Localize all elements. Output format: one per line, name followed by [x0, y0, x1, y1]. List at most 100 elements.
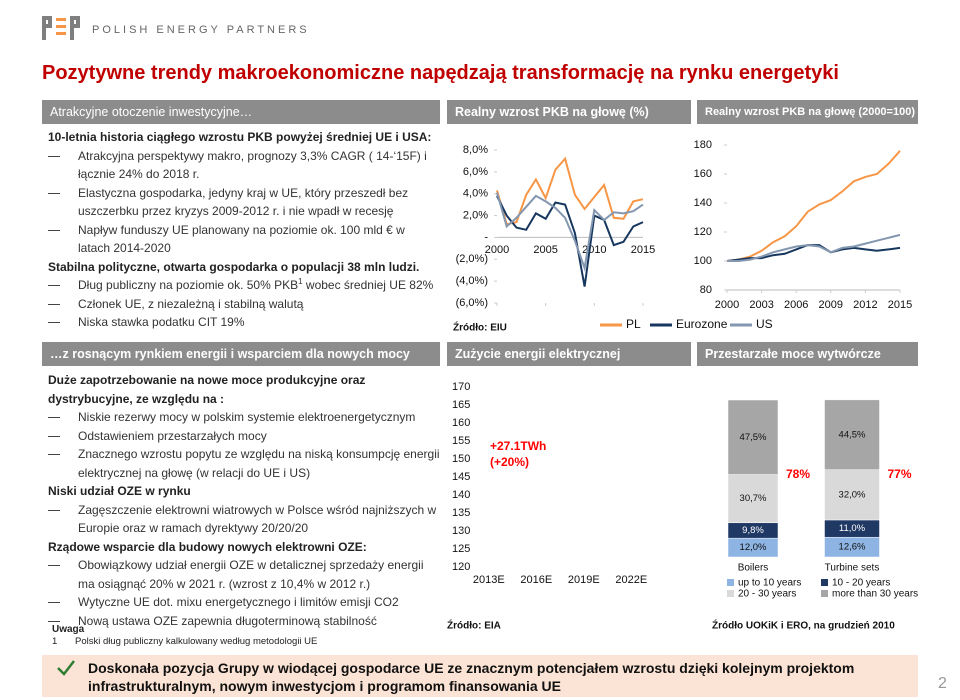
- y-tick-label: 155: [452, 435, 470, 447]
- y-tick-label: 120: [452, 561, 470, 573]
- list-item: Napływ funduszy UE planowany na poziomie…: [48, 221, 440, 258]
- list-item: Dług publiczny na poziomie ok. 50% PKB1 …: [48, 276, 440, 295]
- panel-text: Duże zapotrzebowanie na nowe moce produk…: [48, 371, 440, 630]
- panel-header: Atrakcyjne otoczenie inwestycyjne…: [42, 100, 440, 124]
- panel-text: 10-letnia historia ciągłego wzrostu PKB …: [48, 128, 440, 332]
- item-text: Atrakcyjna perspektywy makro, prognozy 3…: [78, 148, 427, 182]
- series-line: [496, 192, 644, 272]
- list-item: Atrakcyjna perspektywy makro, prognozy 3…: [48, 147, 440, 184]
- bar-segment: [727, 399, 779, 475]
- y-tick-label: (4,0%): [456, 275, 488, 287]
- value-label: 32,0%: [839, 489, 866, 500]
- y-tick-label: 4,0%: [463, 188, 488, 200]
- y-tick-label: 135: [452, 507, 470, 519]
- y-tick-label: 170: [452, 381, 470, 393]
- x-tick-label: 2009: [819, 299, 843, 311]
- y-tick-label: 140: [452, 489, 470, 501]
- list-item: 10-letnia historia ciągłego wzrostu PKB …: [48, 128, 440, 147]
- x-tick-label: 2016E: [520, 574, 552, 586]
- annotation: 77%: [887, 467, 911, 481]
- list-item: Zagęszczenie elektrowni wiatrowych w Pol…: [48, 501, 440, 538]
- footnote-ref: 1: [298, 277, 303, 286]
- legend-swatch: [821, 579, 828, 586]
- y-tick-label: 125: [452, 543, 470, 555]
- item-text: Niskie rezerwy mocy w polskim systemie e…: [78, 410, 416, 424]
- list-item: Członek UE, z niezależną i stabilną walu…: [48, 295, 440, 314]
- legend-swatch: [821, 590, 828, 597]
- x-tick-label: 2019E: [568, 574, 600, 586]
- banner: [42, 655, 918, 697]
- x-tick-label: 2012: [853, 299, 877, 311]
- item-text: Niska stawka podatku CIT 19%: [78, 315, 245, 329]
- list-item: Wytyczne UE dot. mixu energetycznego i l…: [48, 593, 440, 612]
- y-tick-label: 165: [452, 399, 470, 411]
- y-tick-label: -: [484, 231, 488, 243]
- y-tick-label: (2,0%): [456, 253, 488, 265]
- x-tick-label: Turbine sets: [825, 563, 880, 574]
- source: Źródło: EIA: [447, 619, 501, 632]
- legend-swatch: [727, 579, 734, 586]
- list-item: Rządowe wsparcie dla budowy nowych elekt…: [48, 538, 440, 557]
- y-tick-label: 150: [452, 453, 470, 465]
- y-tick-label: 8,0%: [463, 144, 488, 156]
- value-label: 44,5%: [839, 429, 866, 440]
- chart-title: Realny wzrost PKB na głowę (2000=100): [697, 100, 918, 124]
- list-item: Elastyczna gospodarka, jedyny kraj w UE,…: [48, 184, 440, 221]
- value-label: 11,0%: [839, 523, 866, 534]
- list-item: Odstawieniem przestarzałych mocy: [48, 427, 440, 446]
- item-text: Odstawieniem przestarzałych mocy: [78, 428, 267, 443]
- item-text: 10-letnia historia ciągłego wzrostu PKB …: [48, 130, 432, 144]
- y-tick-label: 180: [694, 139, 712, 151]
- chart-title: Realny wzrost PKB na głowę (%): [447, 100, 691, 124]
- annotation: (+20%): [490, 455, 529, 469]
- list-item: Obowiązkowy udział energii OZE w detalic…: [48, 556, 440, 593]
- item-text: Zagęszczenie elektrowni wiatrowych w Pol…: [78, 502, 437, 536]
- legend-label: Eurozone: [676, 317, 728, 331]
- legend-label: US: [756, 317, 773, 331]
- value-label: 12,0%: [740, 542, 767, 553]
- list-item: Nową ustawa OZE zapewnia długoterminową …: [48, 612, 440, 631]
- series-line: [496, 195, 644, 287]
- panel-header: …z rosnącym rynkiem energii i wsparciem …: [42, 342, 440, 366]
- note-title: Uwaga: [52, 624, 85, 635]
- y-tick-label: 160: [452, 417, 470, 429]
- item-text: Znacznego wzrostu popytu ze względu na n…: [78, 447, 440, 480]
- y-tick-label: 130: [452, 525, 470, 537]
- chart-title: Przestarzałe moce wytwórcze: [697, 342, 918, 366]
- chart-title: Zużycie energii elektrycznej: [447, 342, 691, 366]
- y-tick-label: 120: [694, 226, 712, 238]
- annotation: 78%: [786, 467, 810, 481]
- brand: POLISH ENERGY PARTNERS: [92, 24, 310, 36]
- series-line: [726, 150, 901, 262]
- item-text: Duże zapotrzebowanie na nowe moce produk…: [48, 373, 366, 406]
- item-text: Niski udział OZE w rynku: [48, 484, 191, 498]
- x-tick-label: 2003: [749, 299, 773, 311]
- x-tick-label: 2006: [784, 299, 808, 311]
- value-label: 12,6%: [839, 542, 866, 553]
- legend-label: more than 30 years: [832, 589, 918, 600]
- note-number: 1: [52, 636, 58, 647]
- x-tick-label: 2013E: [473, 574, 505, 586]
- x-tick-label: 2005: [533, 244, 557, 256]
- banner-text: Doskonała pozycja Grupy w wiodącej gospo…: [88, 660, 855, 694]
- x-tick-label: 2010: [582, 244, 606, 256]
- x-tick-label: 2015: [888, 299, 912, 311]
- y-tick-label: 140: [694, 197, 712, 209]
- list-item: Niska stawka podatku CIT 19%: [48, 313, 440, 332]
- item-text: Napływ funduszy UE planowany na poziomie…: [78, 222, 405, 256]
- x-tick-label: 2000: [485, 244, 509, 256]
- item-text: Obowiązkowy udział energii OZE w detalic…: [78, 558, 424, 591]
- list-item: Znacznego wzrostu popytu ze względu na n…: [48, 445, 440, 482]
- item-text: Wytyczne UE dot. mixu energetycznego i l…: [78, 595, 399, 609]
- y-tick-label: 6,0%: [463, 166, 488, 178]
- y-tick-label: 160: [694, 168, 712, 180]
- value-label: 9,8%: [742, 525, 764, 536]
- x-tick-label: 2015: [631, 244, 655, 256]
- series-line: [727, 233, 901, 262]
- y-tick-label: 100: [694, 255, 712, 267]
- logo: [42, 16, 80, 40]
- annotation: +27.1TWh: [490, 439, 546, 453]
- item-text: Rządowe wsparcie dla budowy nowych elekt…: [48, 539, 367, 554]
- list-item: Duże zapotrzebowanie na nowe moce produk…: [48, 371, 440, 408]
- x-tick-label: Boilers: [738, 563, 769, 574]
